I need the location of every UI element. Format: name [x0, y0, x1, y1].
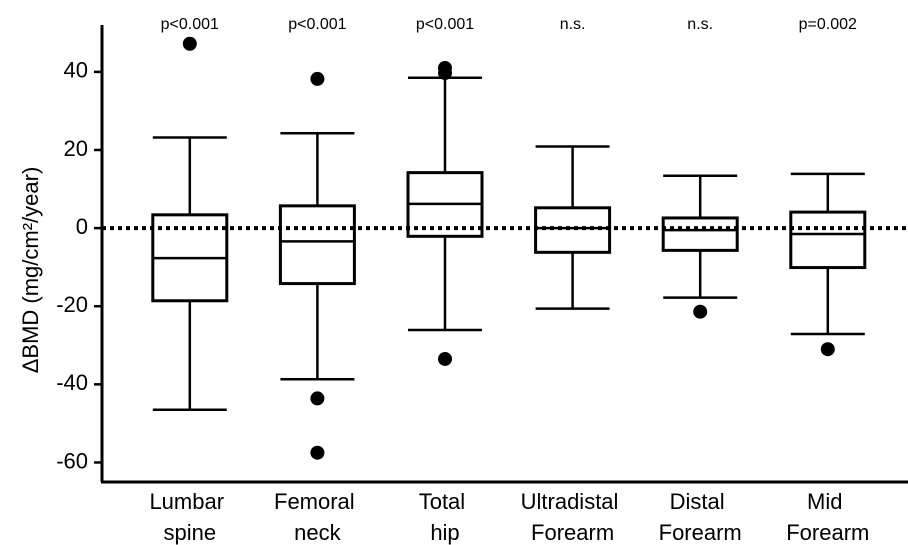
outlier	[820, 342, 835, 357]
outlier	[438, 66, 452, 81]
annotation: p=0.002	[799, 16, 857, 33]
y-tick-label: 40	[64, 58, 88, 83]
annotation: n.s.	[560, 16, 586, 33]
annotation: p<0.001	[288, 16, 346, 33]
y-tick-label: -20	[56, 292, 88, 317]
x-tick-label: Mid Forearm	[786, 489, 869, 545]
y-axis-label: ΔBMD (mg/cm²/year)	[18, 167, 43, 374]
annotation: p<0.001	[161, 16, 219, 33]
y-tick-label: 0	[76, 214, 88, 239]
y-tick-label: -40	[56, 370, 88, 395]
box	[278, 204, 356, 286]
y-tick-label: -60	[56, 448, 88, 473]
x-tick-label: Lumbar spine	[149, 489, 230, 545]
outlier	[310, 71, 325, 86]
x-tick-label: Total hip	[419, 489, 472, 545]
y-tick-label: 20	[64, 136, 88, 161]
outlier	[693, 304, 708, 319]
outlier	[438, 351, 452, 366]
outlier	[182, 36, 197, 51]
box	[534, 206, 612, 254]
outlier	[310, 391, 325, 406]
outlier	[310, 445, 325, 460]
box	[661, 216, 739, 252]
annotation: p<0.001	[416, 16, 474, 33]
box	[789, 210, 867, 270]
x-tick-label: Femoral neck	[274, 489, 361, 545]
annotation: n.s.	[687, 16, 713, 33]
x-tick-label: Ultradistal Forearm	[521, 489, 625, 545]
x-tick-label: Distal Forearm	[659, 489, 742, 545]
